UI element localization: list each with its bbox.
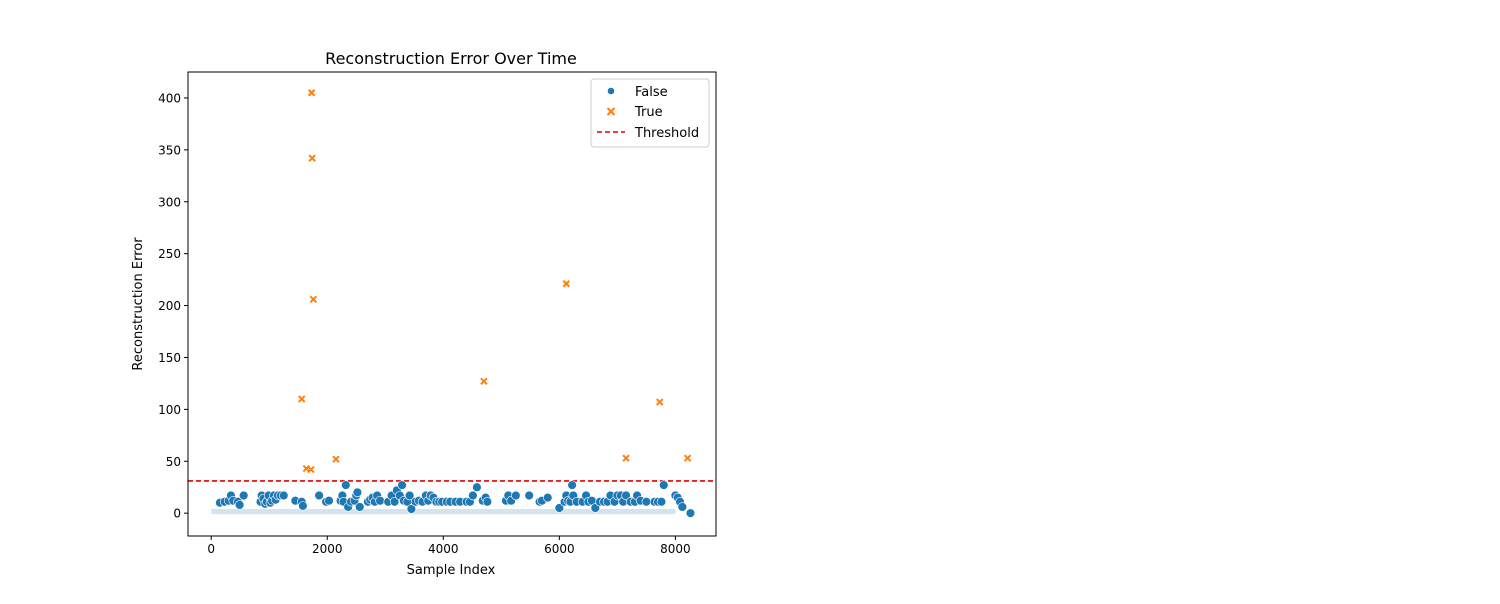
point-false-45 <box>389 497 400 507</box>
legend-marker-false <box>607 87 615 95</box>
point-false-108 <box>641 497 652 507</box>
point-true-6 <box>332 455 340 463</box>
point-false-35 <box>352 487 363 498</box>
legend-label-threshold: Threshold <box>634 126 699 141</box>
point-true-7 <box>480 377 488 386</box>
point-false-94 <box>590 503 601 513</box>
y-tick-label: 300 <box>158 195 181 209</box>
y-tick-label: 50 <box>166 455 181 469</box>
point-false-7 <box>239 490 249 501</box>
point-true-10 <box>656 398 664 406</box>
x-tick-label: 6000 <box>544 542 575 556</box>
x-tick-label: 4000 <box>428 542 459 556</box>
normal-sample-band <box>211 509 676 515</box>
y-tick-label: 350 <box>158 143 181 157</box>
x-axis-label: Sample Index <box>407 563 496 578</box>
chart-title: Reconstruction Error Over Time <box>325 49 577 68</box>
legend: False True Threshold <box>590 78 710 148</box>
point-false-69 <box>468 490 478 501</box>
point-false-116 <box>677 502 688 512</box>
point-true-2 <box>307 465 315 474</box>
y-tick-label: 150 <box>158 351 181 365</box>
plot-frame <box>187 71 717 537</box>
point-false-24 <box>314 490 324 501</box>
point-false-48 <box>397 480 407 490</box>
x-axis-ticks: 0 2000 4000 6000 8000 <box>207 536 691 556</box>
y-tick-label: 200 <box>158 299 181 313</box>
plot-area <box>188 89 716 518</box>
point-true-8 <box>562 280 571 288</box>
point-true-5 <box>309 295 318 304</box>
point-false-111 <box>656 497 667 507</box>
point-false-82 <box>554 503 565 513</box>
point-false-20 <box>279 490 289 501</box>
y-axis-ticks: 0 50 100 150 200 250 300 350 400 <box>158 91 188 521</box>
point-false-36 <box>355 502 365 512</box>
point-false-6 <box>234 500 245 510</box>
point-true-3 <box>307 89 316 97</box>
point-false-70 <box>472 482 482 492</box>
point-false-103 <box>621 490 631 501</box>
y-tick-label: 250 <box>158 247 181 261</box>
point-false-112 <box>659 480 669 490</box>
y-tick-label: 0 <box>173 507 181 521</box>
point-false-77 <box>511 490 521 501</box>
point-true-11 <box>683 454 692 462</box>
y-tick-label: 400 <box>158 91 181 105</box>
y-axis-label: Reconstruction Error <box>131 237 146 371</box>
point-false-23 <box>298 501 308 511</box>
point-false-73 <box>482 497 493 507</box>
x-tick-label: 0 <box>207 542 215 556</box>
point-false-78 <box>524 490 534 501</box>
point-false-117 <box>685 508 696 518</box>
point-true-4 <box>308 154 316 162</box>
point-true-0 <box>298 395 306 403</box>
point-false-42 <box>375 496 385 506</box>
legend-frame <box>590 78 710 148</box>
point-false-81 <box>543 492 553 503</box>
legend-label-false: False <box>635 85 668 100</box>
legend-marker-true <box>606 107 616 116</box>
point-true-9 <box>622 454 630 462</box>
x-tick-label: 8000 <box>660 542 691 556</box>
y-tick-label: 100 <box>158 403 181 417</box>
point-false-26 <box>324 496 334 506</box>
x-tick-label: 2000 <box>312 542 343 556</box>
point-false-87 <box>567 480 577 490</box>
point-false-51 <box>404 490 415 501</box>
point-false-52 <box>406 504 417 514</box>
legend-label-true: True <box>634 105 663 120</box>
point-false-30 <box>341 480 351 490</box>
